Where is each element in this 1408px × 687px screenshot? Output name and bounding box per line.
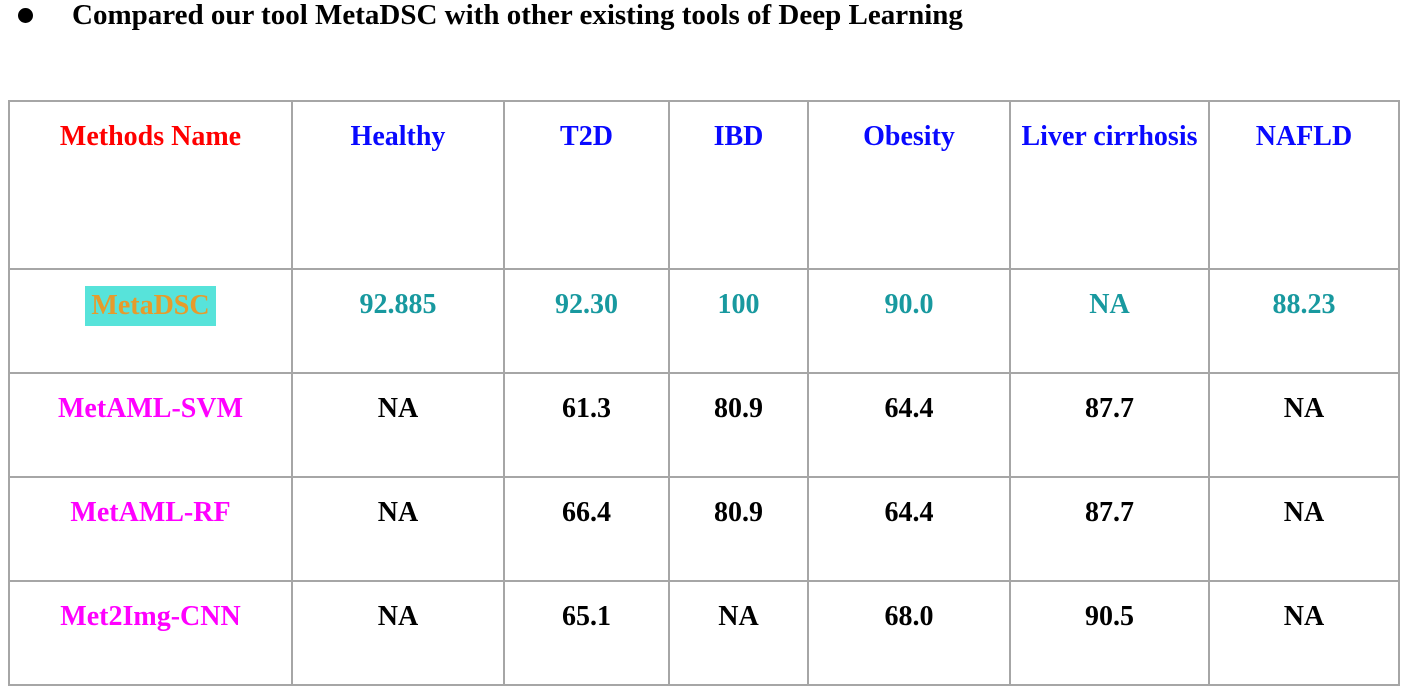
method-name-metadsc: MetaDSC bbox=[8, 268, 293, 374]
header-t2d: T2D bbox=[503, 100, 670, 270]
cell-metaml-svm-healthy: NA bbox=[291, 372, 505, 478]
cell-metaml-svm-obesity: 64.4 bbox=[807, 372, 1011, 478]
slide-title: Compared our tool MetaDSC with other exi… bbox=[72, 0, 963, 31]
method-name-metaml-rf: MetAML-RF bbox=[8, 476, 293, 582]
header-nafld: NAFLD bbox=[1208, 100, 1400, 270]
cell-metaml-svm-nafld: NA bbox=[1208, 372, 1400, 478]
table-row-metadsc: MetaDSC 92.885 92.30 100 90.0 NA 88.23 bbox=[8, 268, 1400, 374]
cell-metaml-rf-liver-cirrhosis: 87.7 bbox=[1009, 476, 1210, 582]
header-ibd: IBD bbox=[668, 100, 809, 270]
method-name-met2img-cnn: Met2Img-CNN bbox=[8, 580, 293, 686]
cell-met2img-cnn-liver-cirrhosis: 90.5 bbox=[1009, 580, 1210, 686]
cell-metadsc-t2d: 92.30 bbox=[503, 268, 670, 374]
table-row-met2img-cnn: Met2Img-CNN NA 65.1 NA 68.0 90.5 NA bbox=[8, 580, 1400, 686]
cell-metaml-rf-ibd: 80.9 bbox=[668, 476, 809, 582]
cell-metaml-rf-healthy: NA bbox=[291, 476, 505, 582]
cell-metaml-svm-ibd: 80.9 bbox=[668, 372, 809, 478]
method-name-metaml-svm: MetAML-SVM bbox=[8, 372, 293, 478]
header-liver-cirrhosis: Liver cirrhosis bbox=[1009, 100, 1210, 270]
cell-metaml-rf-obesity: 64.4 bbox=[807, 476, 1011, 582]
cell-met2img-cnn-healthy: NA bbox=[291, 580, 505, 686]
metadsc-highlighted-label: MetaDSC bbox=[85, 286, 216, 326]
comparison-table: Methods Name Healthy T2D IBD Obesity Liv… bbox=[8, 100, 1400, 686]
cell-metaml-svm-t2d: 61.3 bbox=[503, 372, 670, 478]
cell-metadsc-nafld: 88.23 bbox=[1208, 268, 1400, 374]
cell-met2img-cnn-ibd: NA bbox=[668, 580, 809, 686]
cell-metadsc-obesity: 90.0 bbox=[807, 268, 1011, 374]
cell-met2img-cnn-nafld: NA bbox=[1208, 580, 1400, 686]
header-healthy: Healthy bbox=[291, 100, 505, 270]
bullet-icon bbox=[18, 8, 33, 23]
table-row-metaml-svm: MetAML-SVM NA 61.3 80.9 64.4 87.7 NA bbox=[8, 372, 1400, 478]
cell-metadsc-liver-cirrhosis: NA bbox=[1009, 268, 1210, 374]
cell-metaml-rf-nafld: NA bbox=[1208, 476, 1400, 582]
table-header-row: Methods Name Healthy T2D IBD Obesity Liv… bbox=[8, 100, 1400, 270]
slide-title-row: Compared our tool MetaDSC with other exi… bbox=[0, 0, 1408, 32]
header-methods-name: Methods Name bbox=[8, 100, 293, 270]
cell-metadsc-ibd: 100 bbox=[668, 268, 809, 374]
cell-metaml-rf-t2d: 66.4 bbox=[503, 476, 670, 582]
cell-metadsc-healthy: 92.885 bbox=[291, 268, 505, 374]
cell-metaml-svm-liver-cirrhosis: 87.7 bbox=[1009, 372, 1210, 478]
table-row-metaml-rf: MetAML-RF NA 66.4 80.9 64.4 87.7 NA bbox=[8, 476, 1400, 582]
cell-met2img-cnn-obesity: 68.0 bbox=[807, 580, 1011, 686]
cell-met2img-cnn-t2d: 65.1 bbox=[503, 580, 670, 686]
header-obesity: Obesity bbox=[807, 100, 1011, 270]
